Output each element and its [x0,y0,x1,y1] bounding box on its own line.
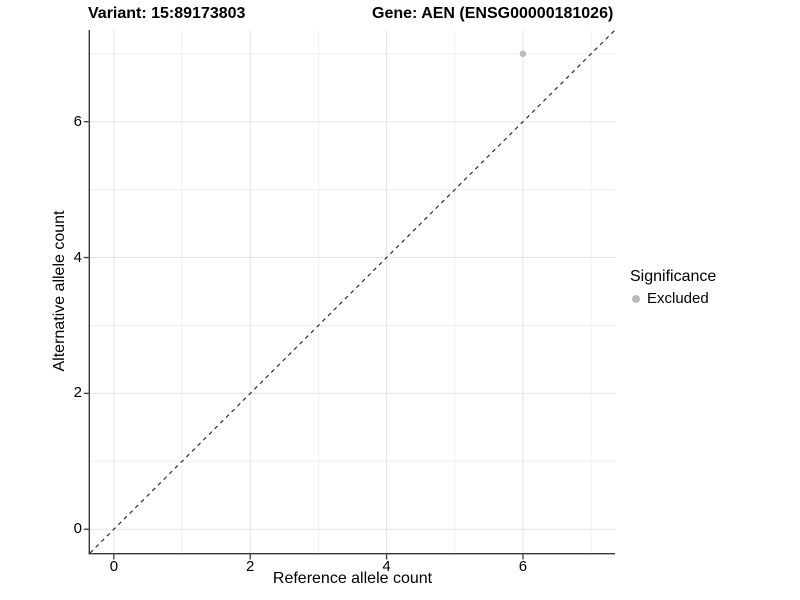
legend-title: Significance [630,268,717,285]
legend-item: Excluded [630,290,716,307]
data-point [519,50,527,57]
legend-item-label: Excluded [647,290,709,307]
x-tick-label: 6 [518,558,528,575]
x-tick-label: 0 [109,558,119,575]
y-tick-label: 0 [73,520,82,538]
legend-point-icon [632,294,640,303]
y-tick-label: 2 [73,384,82,402]
y-tick-label: 4 [73,248,82,266]
plot-title-gene: Gene: AEN (ENSG00000181026) [372,5,614,22]
y-tick-label: 6 [73,112,82,130]
x-tick-label: 2 [246,558,255,575]
legend: Significance Excluded [630,268,716,307]
identity-dashed-line [89,29,616,554]
x-tick-label: 4 [382,558,391,575]
x-axis-title: Reference allele count [272,570,433,587]
legend-items: Excluded [630,290,716,307]
plot-title-variant: Variant: 15:89173803 [88,5,246,22]
